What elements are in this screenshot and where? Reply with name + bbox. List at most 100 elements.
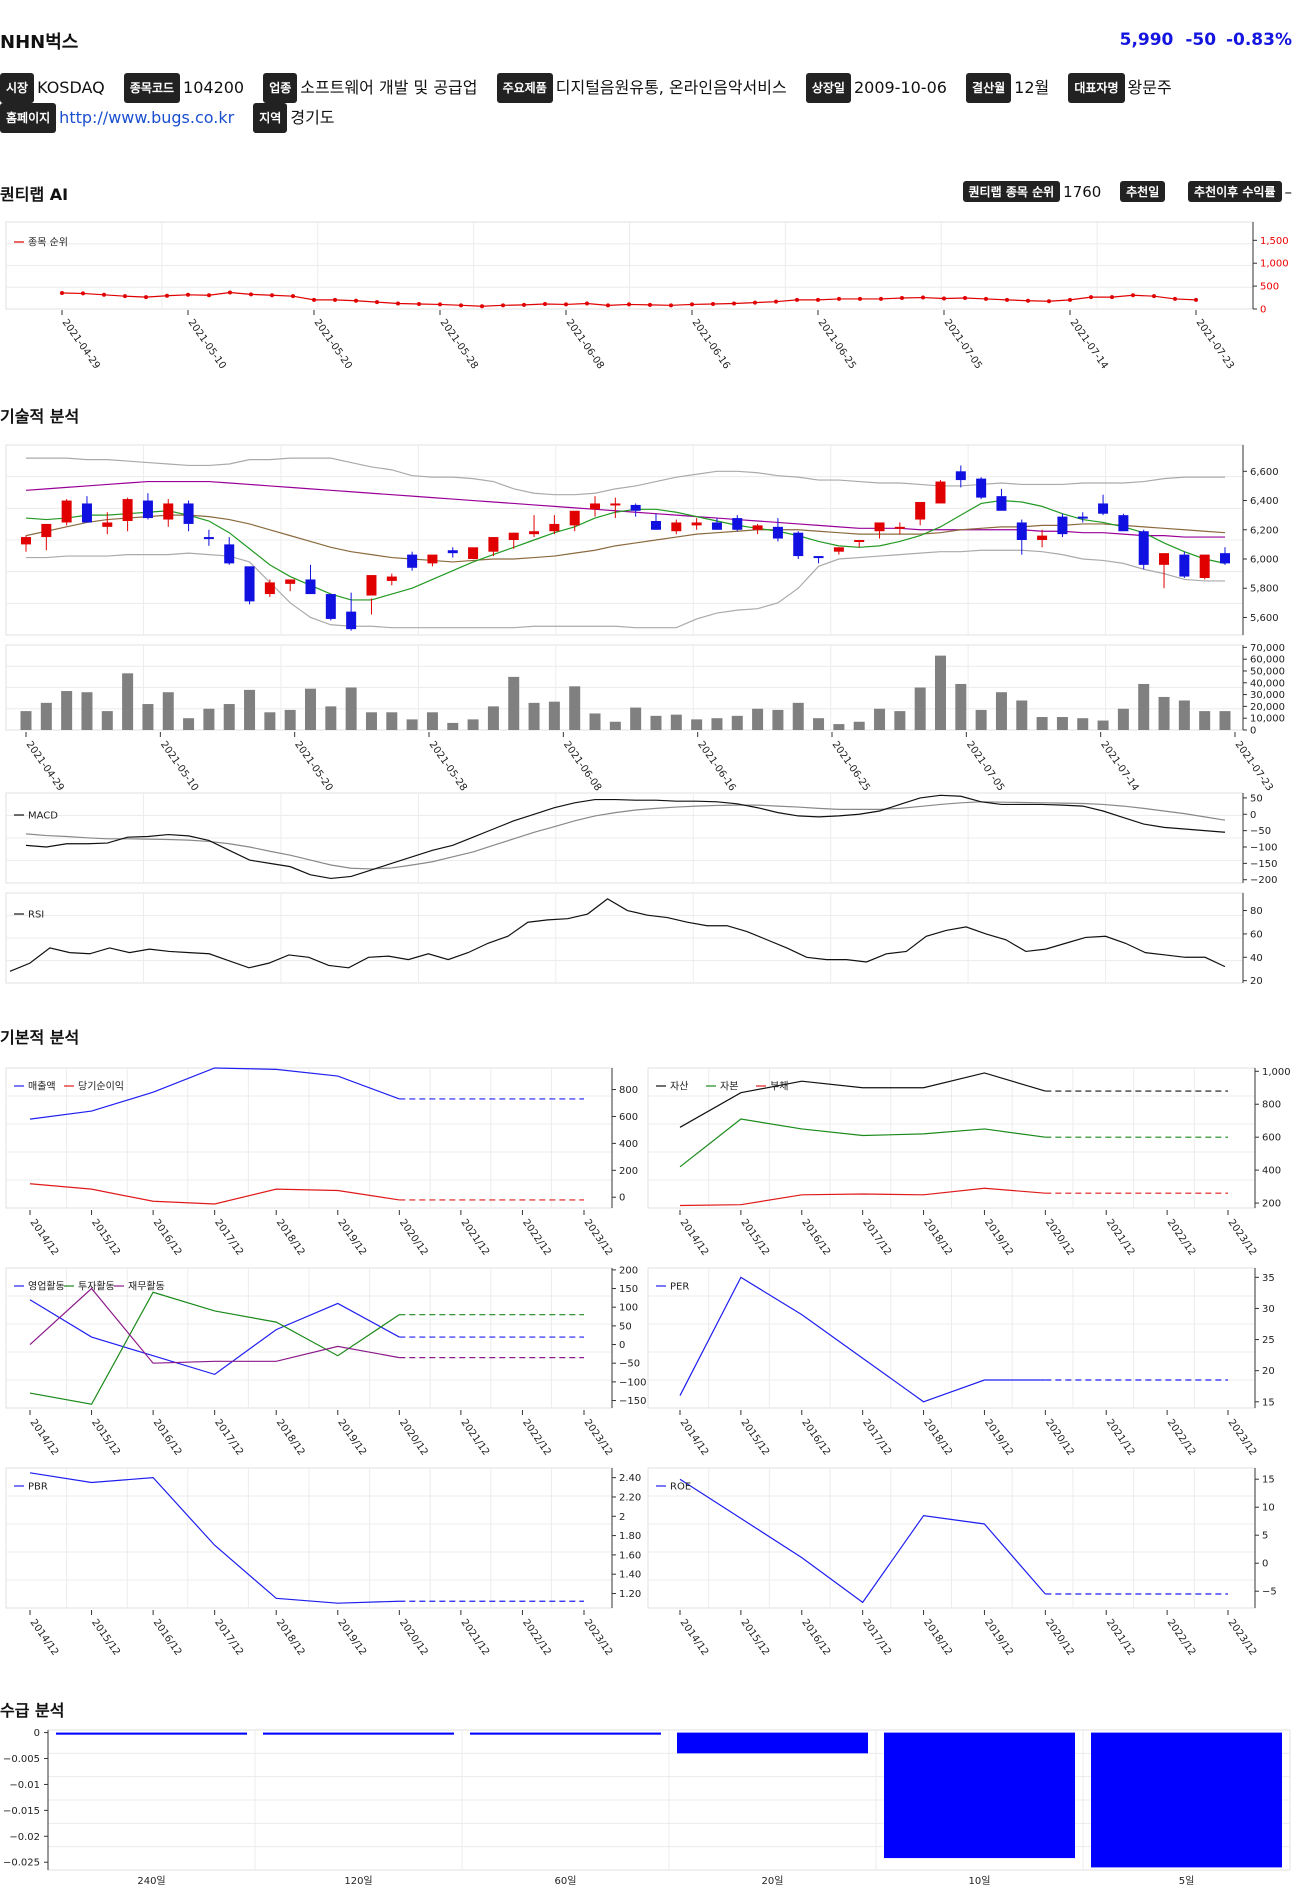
rank-point — [753, 300, 757, 305]
supply-x-tick-label: 20일 — [762, 1875, 784, 1887]
macd-y-tick-label: −200 — [1250, 875, 1277, 886]
candle-body — [915, 502, 926, 520]
volume-bar — [325, 706, 337, 730]
per-chart-x-tick-label: 2016/12 — [799, 1417, 832, 1457]
balance-chart-series-line — [679, 1187, 1046, 1207]
rsi-chart: 80 60 40 20 RSI — [5, 892, 1263, 987]
balance-chart-y-tick-label: 1,000 — [1262, 1067, 1291, 1078]
candle-body — [610, 503, 621, 506]
products-tag: 주요제품 — [496, 73, 553, 103]
roe-chart-y-tick-label: 0 — [1262, 1559, 1268, 1570]
pbr-chart-x-tick-label: 2020/12 — [397, 1617, 430, 1657]
cashflow-chart-x-tick-label: 2023/12 — [582, 1417, 615, 1457]
rank-point — [1194, 297, 1198, 302]
rank-point — [669, 303, 673, 308]
volume-bar — [508, 676, 520, 730]
sales-chart-legend-label: 매출액 — [28, 1081, 56, 1093]
volume-bar — [731, 715, 743, 730]
quantilab-summary: 퀀티랩 종목 순위 1760 추천일 추천이후 수익률 – — [962, 181, 1292, 202]
rank-point — [459, 303, 463, 308]
ceo-value: 왕문주 — [1127, 78, 1172, 97]
fiscal-value: 12월 — [1014, 78, 1050, 97]
info-row-1: 시장 KOSDAQ 종목코드 104200 업종 소프트웨어 개발 및 공급업 주요제… — [0, 73, 1290, 103]
price-y-tick-label: 6,600 — [1250, 467, 1279, 478]
volume-bar — [487, 706, 499, 730]
volume-x-tick-label: 2021-07-14 — [1098, 739, 1140, 793]
roe-chart-x-tick-label: 2021/12 — [1104, 1617, 1137, 1657]
macd-y-tick-label: −150 — [1250, 859, 1277, 870]
stock-name: NHN벅스 — [0, 32, 79, 53]
price-change-pct: -0.83% — [1225, 30, 1292, 50]
rsi-y-tick-label: 60 — [1250, 929, 1263, 940]
volume-bar — [284, 709, 296, 730]
rank-y-tick-label: 1,000 — [1260, 259, 1289, 270]
pbr-chart-x-tick-label: 2016/12 — [151, 1617, 184, 1657]
volume-bar — [772, 709, 784, 730]
supply-bar — [884, 1732, 1075, 1859]
volume-bar — [142, 704, 154, 730]
price-y-tick-label: 5,600 — [1250, 613, 1279, 624]
per-chart-x-tick-label: 2017/12 — [860, 1417, 893, 1457]
rank-point — [60, 290, 64, 295]
candle-body — [793, 532, 804, 557]
volume-bar — [1117, 708, 1129, 730]
supply-y-tick-label: −0.005 — [3, 1754, 40, 1765]
supply-y-tick-label: 0 — [34, 1728, 40, 1739]
cashflow-chart-series-line — [29, 1287, 400, 1364]
rank-point — [144, 295, 148, 300]
balance-chart-legend-label: 부채 — [770, 1081, 788, 1093]
volume-bar — [711, 718, 723, 730]
supply-x-tick-label: 5일 — [1179, 1875, 1195, 1887]
candle-body — [772, 526, 783, 539]
rank-point — [375, 300, 379, 305]
per-chart-x-tick-label: 2021/12 — [1104, 1417, 1137, 1457]
candle-body — [549, 523, 560, 532]
volume-bar — [670, 714, 682, 730]
cashflow-chart-series-line — [29, 1291, 400, 1405]
cashflow-chart-x-tick-label: 2019/12 — [335, 1417, 368, 1457]
roe-chart-y-tick-label: −5 — [1262, 1587, 1277, 1598]
candle-body — [346, 611, 357, 630]
pbr-chart-y-tick-label: 1.80 — [619, 1531, 641, 1542]
volume-bar — [934, 655, 946, 730]
cashflow-chart-x-tick-label: 2018/12 — [274, 1417, 307, 1457]
candle-body — [1077, 516, 1088, 519]
candle-body — [244, 566, 255, 602]
price-change: -50 — [1185, 30, 1217, 50]
candle-body — [407, 554, 418, 568]
candle-body — [142, 500, 153, 519]
rank-point — [186, 292, 190, 297]
sales-chart-y-tick-label: 800 — [619, 1085, 638, 1096]
balance-chart-legend-label: 자산 — [670, 1081, 688, 1093]
volume-bar — [305, 688, 317, 730]
candle-body — [1179, 554, 1190, 577]
volume-bar — [955, 683, 967, 730]
roe-chart-x-tick-label: 2022/12 — [1165, 1617, 1198, 1657]
price-y-tick-label: 6,200 — [1250, 525, 1279, 536]
volume-bar — [81, 692, 93, 730]
rec-return-tag: 추천이후 수익률 — [1188, 181, 1282, 202]
cashflow-chart-x-tick-label: 2016/12 — [151, 1417, 184, 1457]
per-chart-x-tick-label: 2020/12 — [1043, 1417, 1076, 1457]
volume-bar — [1219, 711, 1231, 730]
industry-value: 소프트웨어 개발 및 공급업 — [300, 78, 478, 97]
balance-chart-y-tick-label: 400 — [1262, 1166, 1281, 1177]
per-chart-x-tick-label: 2023/12 — [1226, 1417, 1259, 1457]
company-info: 시장 KOSDAQ 종목코드 104200 업종 소프트웨어 개발 및 공급업 주요제… — [0, 73, 1290, 133]
roe-chart-x-tick-label: 2018/12 — [921, 1617, 954, 1657]
pbr-chart-x-tick-label: 2022/12 — [520, 1617, 553, 1657]
rank-point — [921, 295, 925, 300]
volume-x-tick-label: 2021-05-28 — [427, 739, 469, 793]
balance-chart-x-tick-label: 2022/12 — [1165, 1217, 1198, 1257]
rank-point — [690, 302, 694, 307]
homepage-link[interactable]: http://www.bugs.co.kr — [59, 108, 235, 127]
balance-chart-y-tick-label: 200 — [1262, 1199, 1281, 1210]
rank-point — [900, 296, 904, 301]
volume-bar — [650, 715, 662, 730]
pbr-chart-y-tick-label: 2.20 — [619, 1492, 641, 1503]
macd-legend-label: MACD — [28, 811, 58, 822]
market-tag: 시장 — [0, 73, 35, 103]
macd-y-tick-label: −50 — [1250, 826, 1271, 837]
candle-body — [386, 576, 397, 581]
